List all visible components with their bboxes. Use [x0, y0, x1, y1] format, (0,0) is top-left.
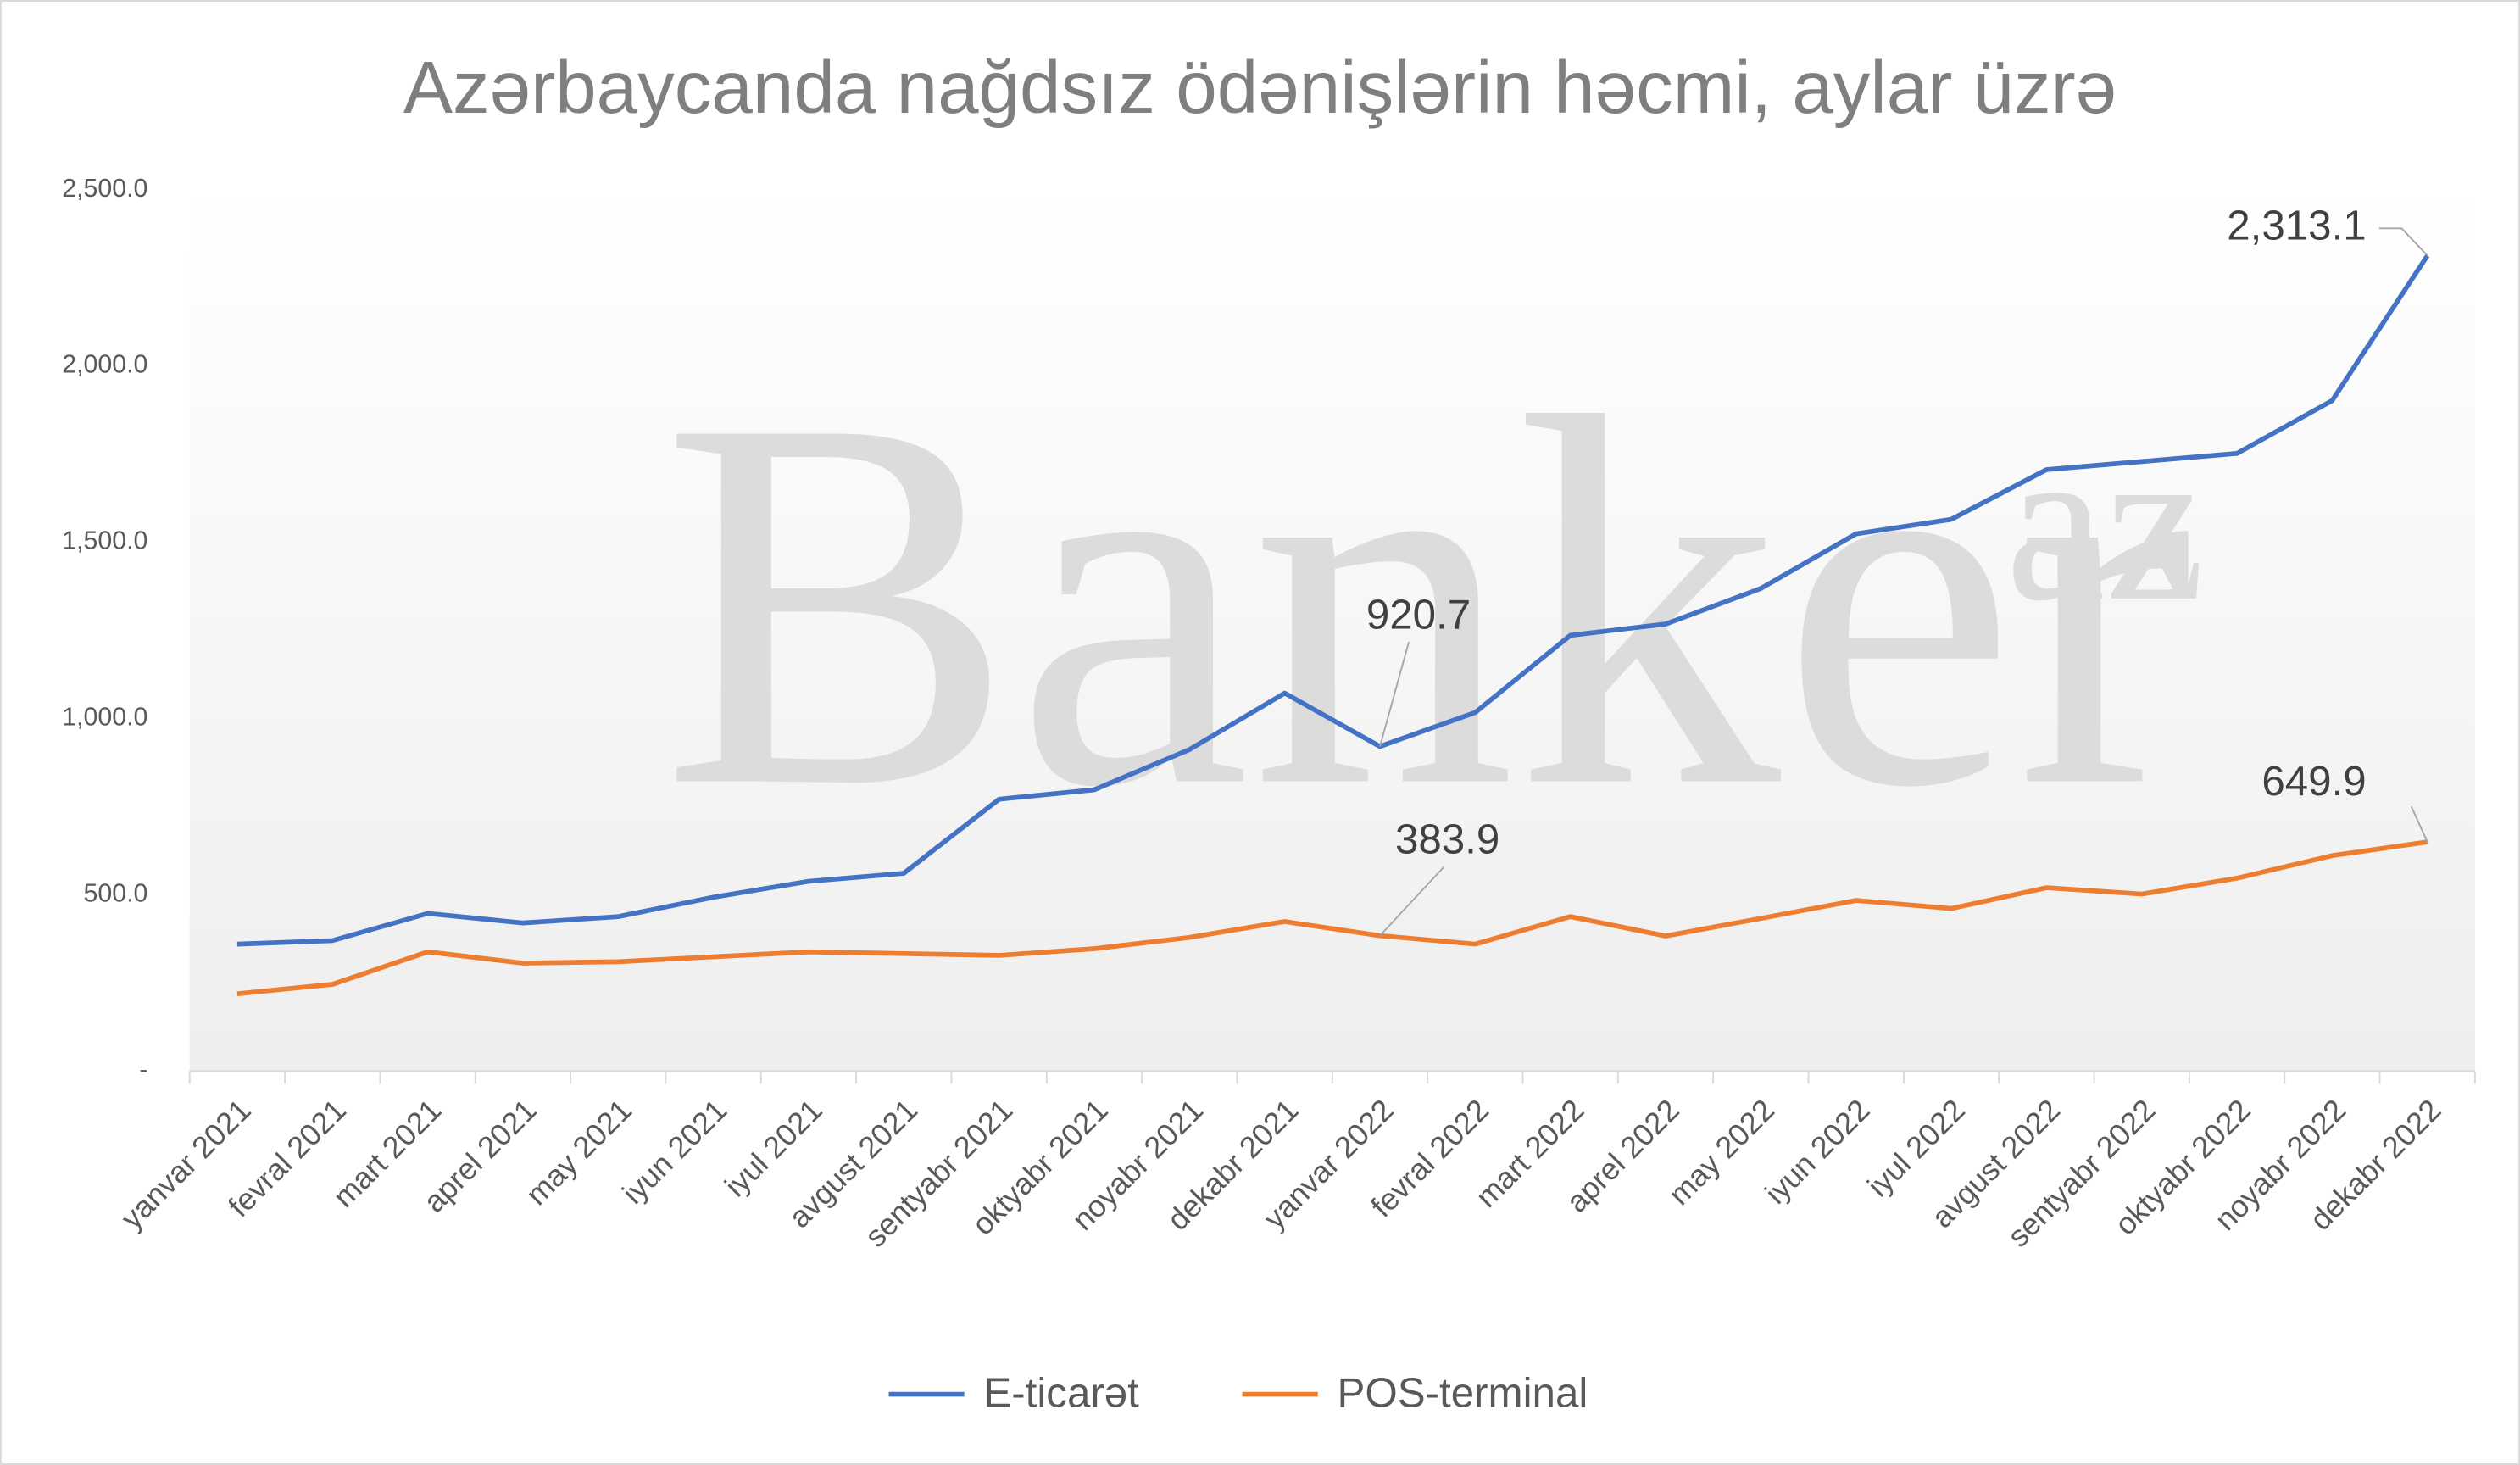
leader-line [1379, 641, 1410, 747]
data-label: 2,313.1 [2227, 202, 2366, 248]
y-tick-label: 2,500.0 [62, 175, 147, 203]
y-tick-label: 500.0 [84, 879, 148, 907]
series-line [236, 253, 2430, 947]
legend-label: POS-terminal [1338, 1369, 1588, 1416]
data-label: 649.9 [2261, 758, 2366, 805]
chart-title: Azərbaycanda nağdsız ödənişlərin həcmi, … [403, 47, 2117, 129]
legend-label: E-ticarət [983, 1369, 1139, 1416]
y-tick-label: 1,000.0 [62, 704, 147, 732]
leader-line [2410, 805, 2428, 843]
y-tick-label: 2,000.0 [62, 351, 147, 379]
y-tick-label: 1,500.0 [62, 527, 147, 555]
leader-line [2378, 227, 2428, 257]
leader-line [1379, 866, 1445, 937]
plot-area [189, 189, 2475, 1072]
series-line [236, 839, 2428, 997]
data-label: 383.9 [1395, 816, 1499, 863]
data-label: 920.7 [1366, 592, 1471, 638]
y-tick-label: - [139, 1056, 147, 1083]
watermark-sup: az [2005, 398, 2206, 648]
watermark: Banker [661, 309, 2193, 896]
